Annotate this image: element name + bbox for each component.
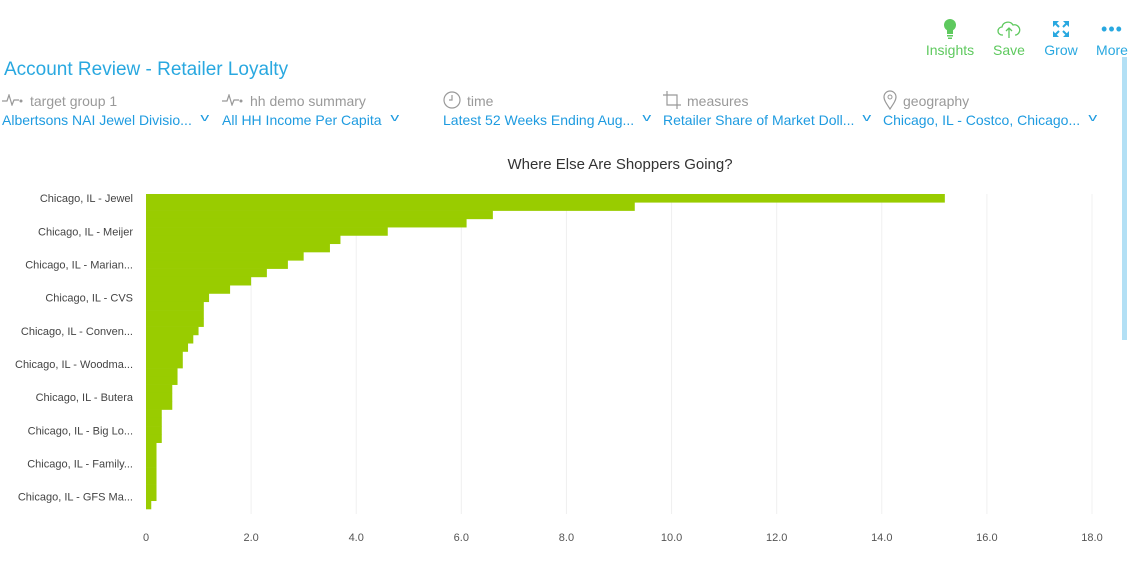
x-tick-label: 18.0 xyxy=(1081,532,1102,544)
pulse-icon xyxy=(2,93,24,109)
filter-time[interactable]: time Latest 52 Weeks Ending Aug... v xyxy=(443,90,652,128)
bar[interactable] xyxy=(146,351,183,361)
filter-geography[interactable]: geography Chicago, IL - Costco, Chicago.… xyxy=(883,89,1098,128)
clock-icon xyxy=(443,90,461,112)
chevron-down-icon[interactable]: v xyxy=(1088,112,1098,124)
more-button[interactable]: ••• More xyxy=(1092,16,1132,59)
bar[interactable] xyxy=(146,218,467,228)
expand-icon xyxy=(1040,16,1082,42)
x-tick-label: 14.0 xyxy=(871,532,892,544)
filter-value: Chicago, IL - Costco, Chicago... xyxy=(883,112,1081,128)
x-tick-label: 12.0 xyxy=(766,532,787,544)
filter-label: hh demo summary xyxy=(250,93,366,109)
bar[interactable] xyxy=(146,260,288,269)
chevron-down-icon[interactable]: v xyxy=(200,112,209,124)
chevron-down-icon[interactable]: v xyxy=(389,112,399,124)
bar[interactable] xyxy=(146,384,173,394)
chart-title: Where Else Are Shoppers Going? xyxy=(507,156,733,173)
y-category-label: Chicago, IL - GFS Ma... xyxy=(18,492,133,504)
bar[interactable] xyxy=(146,417,162,427)
bar[interactable] xyxy=(146,500,152,510)
y-category-label: Chicago, IL - Jewel xyxy=(40,193,133,205)
bar[interactable] xyxy=(146,467,157,477)
bar[interactable] xyxy=(146,194,945,203)
filter-value: Latest 52 Weeks Ending Aug... xyxy=(443,112,635,128)
x-tick-label: 16.0 xyxy=(976,532,997,544)
bar[interactable] xyxy=(146,492,157,502)
cloud-upload-icon xyxy=(988,16,1030,42)
y-category-label: Chicago, IL - Butera xyxy=(36,392,134,404)
bar[interactable] xyxy=(146,450,157,460)
bar[interactable] xyxy=(146,276,252,286)
filter-label: geography xyxy=(903,93,970,109)
y-category-label: Chicago, IL - Big Lo... xyxy=(28,425,133,437)
x-tick-label: 0 xyxy=(143,532,149,544)
insights-button[interactable]: Insights xyxy=(922,16,978,58)
x-tick-label: 10.0 xyxy=(661,532,682,544)
filter-hh-demo[interactable]: hh demo summary All HH Income Per Capita… xyxy=(222,90,399,128)
bar[interactable] xyxy=(146,401,173,410)
bar[interactable] xyxy=(146,301,204,311)
bar[interactable] xyxy=(146,293,210,303)
bar[interactable] xyxy=(146,392,173,402)
grow-button[interactable]: Grow xyxy=(1040,16,1082,58)
bar[interactable] xyxy=(146,235,341,245)
insights-label: Insights xyxy=(925,42,975,58)
y-category-label: Chicago, IL - CVS xyxy=(45,293,133,305)
bar[interactable] xyxy=(146,318,204,327)
bar[interactable] xyxy=(146,310,204,319)
chevron-down-icon[interactable]: v xyxy=(642,112,652,124)
scrollbar[interactable] xyxy=(1122,57,1127,340)
save-label: Save xyxy=(993,42,1025,58)
x-tick-label: 8.0 xyxy=(559,532,574,544)
save-button[interactable]: Save xyxy=(988,16,1030,58)
bar[interactable] xyxy=(146,285,231,294)
bar[interactable] xyxy=(146,475,157,485)
pulse-icon xyxy=(222,93,244,109)
x-tick-label: 6.0 xyxy=(454,532,469,544)
bar[interactable] xyxy=(146,243,330,253)
bar[interactable] xyxy=(146,368,178,377)
bar[interactable] xyxy=(146,359,183,369)
x-tick-label: 2.0 xyxy=(243,532,258,544)
bar[interactable] xyxy=(146,202,635,211)
filter-value: Albertsons NAI Jewel Divisio... xyxy=(2,112,192,128)
bar[interactable] xyxy=(146,268,267,278)
bar[interactable] xyxy=(146,434,162,443)
y-category-label: Chicago, IL - Marian... xyxy=(25,259,133,271)
bar[interactable] xyxy=(146,227,388,236)
bar[interactable] xyxy=(146,334,194,344)
filter-label: target group 1 xyxy=(30,93,118,109)
crop-icon xyxy=(663,90,681,112)
filter-value: All HH Income Per Capita xyxy=(222,112,382,128)
grow-label: Grow xyxy=(1044,42,1078,58)
bar[interactable] xyxy=(146,343,189,352)
bar[interactable] xyxy=(146,484,157,493)
filter-measures[interactable]: measures Retailer Share of Market Doll..… xyxy=(663,90,872,128)
y-category-label: Chicago, IL - Meijer xyxy=(38,226,133,238)
filter-label: measures xyxy=(687,93,749,109)
lightbulb-icon xyxy=(922,16,978,42)
filter-label: time xyxy=(467,93,494,109)
pin-icon xyxy=(883,89,897,113)
x-tick-label: 4.0 xyxy=(349,532,364,544)
bar[interactable] xyxy=(146,426,162,435)
filter-target-group[interactable]: target group 1 Albertsons NAI Jewel Divi… xyxy=(2,90,209,128)
bar[interactable] xyxy=(146,376,178,385)
chevron-down-icon[interactable]: v xyxy=(862,112,872,124)
more-label: More xyxy=(1096,42,1128,58)
bar[interactable] xyxy=(146,252,304,261)
bar[interactable] xyxy=(146,210,493,220)
y-category-label: Chicago, IL - Woodma... xyxy=(15,359,133,371)
y-category-label: Chicago, IL - Family... xyxy=(27,458,133,470)
bar[interactable] xyxy=(146,442,157,452)
bar[interactable] xyxy=(146,409,162,419)
page-title: Account Review - Retailer Loyalty xyxy=(4,59,289,80)
more-dots-icon: ••• xyxy=(1101,18,1123,39)
bar[interactable] xyxy=(146,326,199,336)
y-category-label: Chicago, IL - Conven... xyxy=(21,326,133,338)
filter-value: Retailer Share of Market Doll... xyxy=(663,112,855,128)
bar[interactable] xyxy=(146,459,157,468)
